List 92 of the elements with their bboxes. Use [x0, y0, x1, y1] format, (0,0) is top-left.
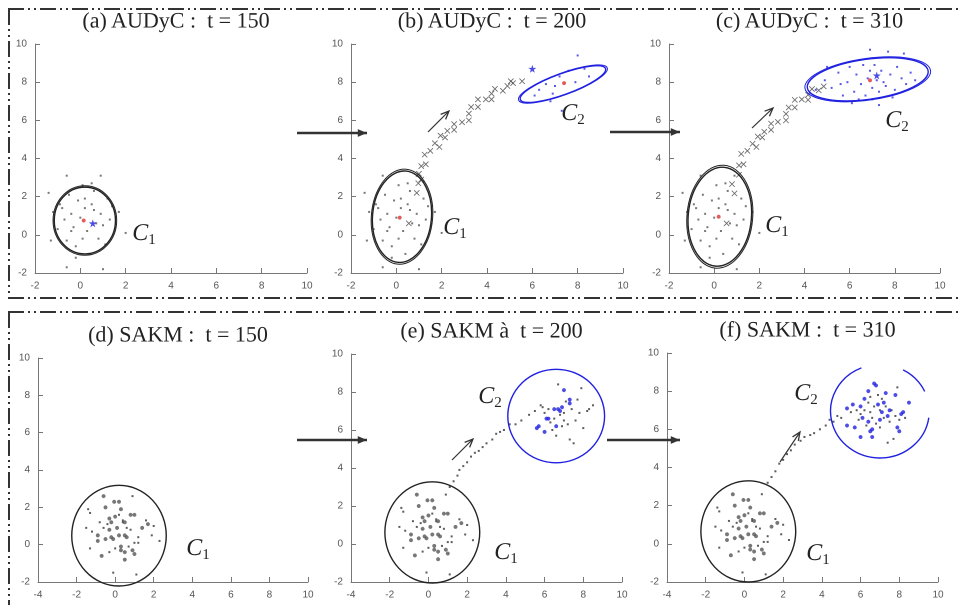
- x-tick-label: 4: [802, 280, 808, 292]
- x-tick-label: 10: [616, 590, 628, 600]
- chart-title: (e) SAKM à t = 200: [400, 318, 583, 342]
- x-tick-label: 10: [617, 280, 629, 292]
- y-tick-label: 8: [24, 390, 30, 401]
- y-tick-label: -2: [21, 576, 30, 588]
- x-tick-label: 2: [150, 590, 157, 600]
- y-tick-label: 8: [337, 386, 344, 398]
- x-tick-label: 0: [711, 280, 718, 292]
- x-tick-label: 2: [438, 280, 445, 292]
- x-tick-label: 8: [580, 590, 587, 600]
- x-tick-label: -2: [72, 590, 82, 600]
- chart-title: (b) AUDyC : t = 200: [398, 8, 586, 32]
- x-tick-label: 10: [934, 280, 946, 292]
- y-tick-label: 10: [16, 38, 28, 50]
- y-tick-label: 8: [655, 76, 662, 88]
- y-tick-label: -2: [652, 268, 662, 278]
- x-tick-label: 10: [932, 590, 944, 600]
- y-tick-label: 0: [337, 538, 344, 550]
- x-tick-label: 0: [742, 590, 748, 600]
- x-tick-label: 6: [542, 590, 548, 600]
- x-tick-label: 10: [301, 280, 313, 292]
- y-tick-label: 6: [21, 114, 28, 126]
- x-tick-label: 0: [394, 280, 400, 292]
- y-tick-label: 2: [653, 500, 660, 512]
- y-tick-label: 10: [18, 352, 30, 364]
- x-tick-label: 8: [266, 590, 273, 600]
- x-tick-label: 2: [780, 590, 786, 600]
- y-tick-label: 2: [337, 500, 344, 512]
- y-tick-label: 0: [653, 538, 660, 550]
- y-tick-label: 2: [21, 191, 28, 202]
- y-tick-label: 6: [653, 424, 660, 435]
- x-tick-label: 4: [190, 590, 196, 600]
- chart-title: (c) AUDyC : t = 310: [716, 8, 904, 32]
- x-tick-label: 4: [503, 590, 510, 600]
- y-tick-label: -2: [650, 576, 660, 588]
- x-tick-label: 2: [464, 590, 470, 600]
- y-tick-label: 8: [21, 76, 28, 88]
- x-tick-label: -4: [662, 590, 672, 600]
- y-tick-label: 4: [21, 153, 28, 164]
- chart-title: (a) AUDyC : t = 150: [82, 8, 270, 32]
- y-tick-label: -2: [334, 576, 344, 588]
- x-tick-label: 0: [426, 590, 432, 600]
- y-tick-label: 6: [655, 114, 662, 126]
- y-tick-label: 4: [653, 462, 660, 473]
- y-tick-label: 10: [332, 38, 344, 50]
- y-tick-label: 4: [24, 464, 30, 476]
- y-tick-label: 4: [655, 153, 662, 164]
- y-tick-label: 6: [337, 114, 344, 126]
- x-tick-label: 10: [302, 590, 314, 600]
- y-tick-label: 0: [337, 229, 344, 240]
- x-tick-label: 6: [846, 280, 853, 292]
- y-tick-label: 10: [650, 38, 662, 50]
- chart-title: (f) SAKM : t = 310: [719, 316, 896, 342]
- x-tick-label: -4: [346, 590, 356, 600]
- y-tick-label: 8: [653, 386, 660, 397]
- y-tick-label: 10: [332, 348, 344, 360]
- x-tick-label: 8: [896, 590, 903, 600]
- chart-title: (d) SAKM : t = 150: [88, 322, 268, 346]
- x-tick-label: -2: [701, 590, 711, 600]
- y-tick-label: 2: [655, 191, 662, 202]
- x-tick-label: 6: [214, 280, 220, 292]
- x-tick-label: -2: [664, 280, 674, 292]
- x-tick-label: 6: [530, 280, 536, 292]
- y-tick-label: 8: [337, 76, 344, 88]
- x-tick-label: 4: [484, 280, 490, 292]
- x-tick-label: 6: [228, 590, 234, 600]
- x-tick-label: -4: [34, 590, 43, 600]
- y-tick-label: -2: [18, 268, 28, 278]
- x-tick-label: 6: [858, 590, 864, 600]
- x-tick-label: -2: [346, 280, 356, 292]
- y-tick-label: -2: [334, 268, 344, 278]
- y-tick-label: 4: [337, 462, 344, 474]
- x-tick-label: 8: [574, 280, 581, 292]
- x-tick-label: 4: [168, 280, 174, 292]
- x-tick-label: 2: [122, 280, 129, 292]
- y-tick-label: 4: [337, 153, 344, 164]
- y-tick-label: 6: [24, 427, 30, 438]
- x-tick-label: 2: [756, 280, 763, 292]
- y-tick-label: 0: [21, 229, 28, 240]
- x-tick-label: 8: [258, 280, 265, 292]
- y-tick-label: 0: [24, 539, 30, 550]
- y-tick-label: 6: [337, 424, 344, 436]
- x-tick-label: 0: [112, 590, 118, 600]
- x-tick-label: 8: [892, 280, 898, 292]
- x-tick-label: 4: [819, 590, 826, 600]
- y-tick-label: 2: [24, 502, 30, 513]
- y-tick-label: 0: [655, 229, 662, 240]
- y-tick-label: 2: [337, 191, 344, 202]
- x-tick-label: -2: [385, 590, 395, 600]
- y-tick-label: 10: [648, 348, 660, 358]
- x-tick-label: 0: [78, 280, 84, 292]
